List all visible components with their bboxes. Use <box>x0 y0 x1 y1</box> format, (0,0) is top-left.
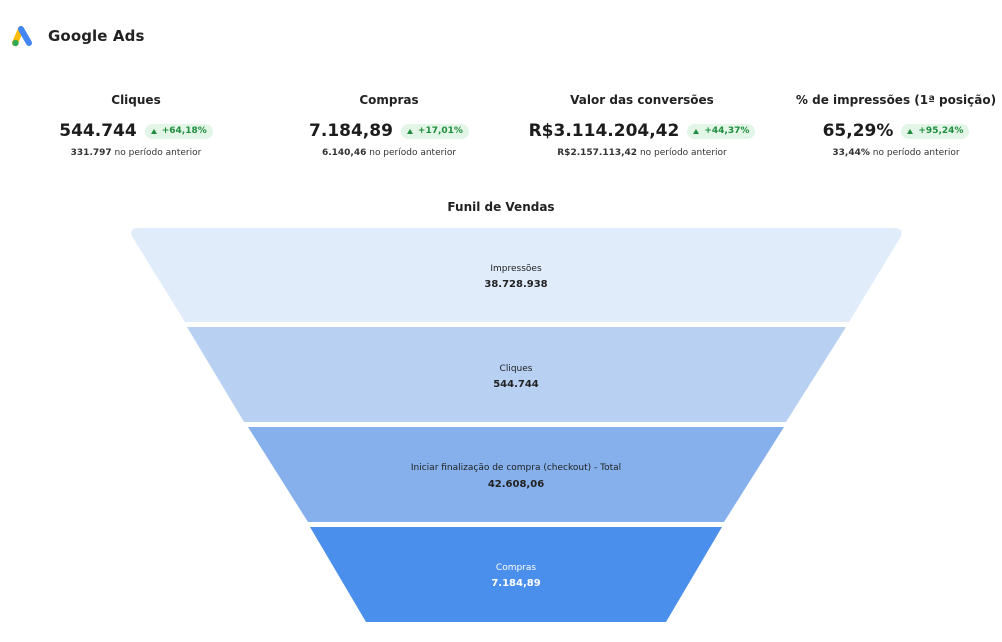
change-value: +95,24% <box>918 126 964 136</box>
funnel-stage-checkout: Iniciar finalização de compra (checkout)… <box>248 427 784 522</box>
kpi-cliques: Cliques 544.744 +64,18% 331.797 no perío… <box>16 92 256 158</box>
kpi-previous: 331.797 no período anterior <box>16 148 256 158</box>
kpi-value: 7.184,89 <box>309 121 393 141</box>
previous-value: R$2.157.113,42 <box>557 148 638 158</box>
previous-value: 6.140,46 <box>321 148 367 158</box>
stage-value: 38.728.938 <box>484 279 547 290</box>
funnel-stage-compras: Compras 7.184,89 <box>310 527 722 622</box>
stage-value: 544.744 <box>493 379 539 390</box>
change-badge: +17,01% <box>400 123 469 139</box>
google-ads-logo-icon <box>12 26 32 47</box>
kpi-valor-conversoes: Valor das conversões R$3.114.204,42 +44,… <box>522 92 762 158</box>
kpi-compras: Compras 7.184,89 +17,01% 6.140,46 no per… <box>269 92 509 158</box>
funnel-stage-shape <box>310 527 722 622</box>
previous-suffix: no período anterior <box>114 148 202 158</box>
previous-value: 331.797 <box>70 148 112 158</box>
stage-label: Iniciar finalização de compra (checkout)… <box>411 463 621 473</box>
previous-suffix: no período anterior <box>369 148 457 158</box>
app-header: Google Ads <box>12 22 144 50</box>
kpi-title: Compras <box>359 93 419 107</box>
stage-value: 42.608,06 <box>488 479 544 490</box>
change-badge: +95,24% <box>901 123 970 139</box>
stage-label: Impressões <box>490 264 542 274</box>
change-value: +17,01% <box>417 126 463 136</box>
arrow-up-icon <box>907 128 914 134</box>
funnel-stage-shape <box>187 327 846 422</box>
stage-value: 7.184,89 <box>491 578 540 589</box>
stage-label: Compras <box>496 563 536 573</box>
kpi-impressoes-primeira-posicao: % de impressões (1ª posição) 65,29% +95,… <box>776 92 1002 158</box>
funnel-stage-shape <box>248 427 784 522</box>
brand-name: Google Ads <box>48 27 145 45</box>
stage-label: Cliques <box>500 364 533 374</box>
kpi-value: 544.744 <box>59 121 137 141</box>
funnel-title: Funil de Vendas <box>447 200 555 214</box>
kpi-value: 65,29% <box>822 121 894 141</box>
change-value: +64,18% <box>161 126 207 136</box>
kpi-title: Valor das conversões <box>570 93 714 107</box>
kpi-previous: 6.140,46 no período anterior <box>269 148 509 158</box>
change-value: +44,37% <box>704 126 750 136</box>
change-badge: +44,37% <box>687 123 756 139</box>
kpi-value: R$3.114.204,42 <box>528 121 680 141</box>
previous-value: 33,44% <box>832 148 870 158</box>
kpi-previous: 33,44% no período anterior <box>776 148 1002 158</box>
kpi-row: Cliques 544.744 +64,18% 331.797 no perío… <box>0 92 1002 172</box>
funnel-stage-shape <box>131 228 902 322</box>
kpi-previous: R$2.157.113,42 no período anterior <box>522 148 762 158</box>
arrow-up-icon <box>150 128 157 134</box>
previous-suffix: no período anterior <box>639 148 727 158</box>
funnel-stage-impressoes: Impressões 38.728.938 <box>131 228 902 322</box>
previous-suffix: no período anterior <box>872 148 960 158</box>
sales-funnel: Impressões 38.728.938 Cliques 544.744 In… <box>131 228 902 622</box>
change-badge: +64,18% <box>144 123 213 139</box>
funnel-stage-cliques: Cliques 544.744 <box>187 327 846 422</box>
kpi-title: Cliques <box>111 93 161 107</box>
arrow-up-icon <box>693 128 700 134</box>
kpi-title: % de impressões (1ª posição) <box>795 93 997 107</box>
arrow-up-icon <box>406 128 413 134</box>
